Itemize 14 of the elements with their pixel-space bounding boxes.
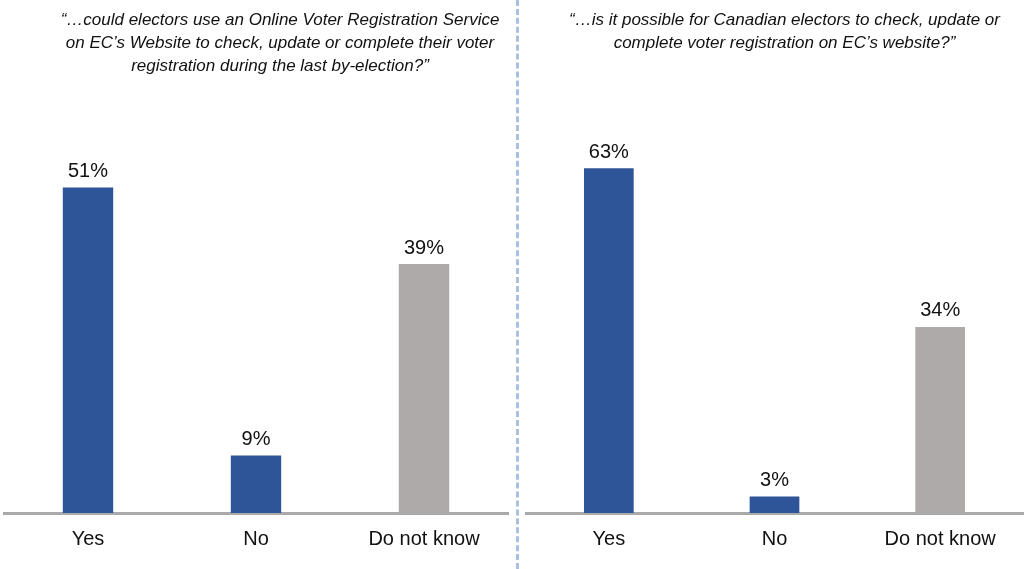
data-label: 63% [588,139,630,162]
chart-title: “…could electors use an Online Voter Registration Service on EC’s Website to check, update or complete their voter registration during the last by-election?” [59,9,501,77]
data-label: 34% [920,298,961,321]
x-tick-label: No [243,526,269,549]
x-tick-label: Do not know [368,526,481,549]
data-label: 9% [241,427,271,450]
data-label: 3% [760,468,790,491]
x-tick-label: Do not know [884,526,997,549]
x-tick-label: No [761,526,788,549]
x-tick-label: Yes [71,526,105,549]
chart-title: “…is it possible for Canadian electors to check, update or complete voter registration on EC’s website?” [568,9,1002,54]
x-tick-label: Yes [592,526,626,549]
data-label: 39% [403,235,445,258]
data-label: 51% [67,158,109,181]
